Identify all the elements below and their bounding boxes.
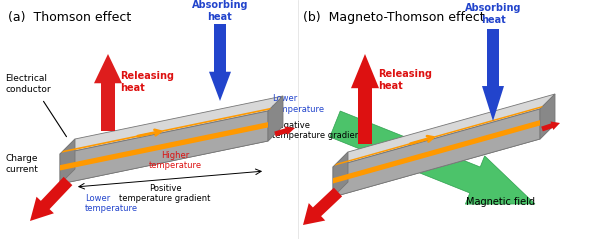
Polygon shape <box>333 120 540 184</box>
Polygon shape <box>333 152 348 197</box>
Text: Higher
temperature: Higher temperature <box>148 151 202 170</box>
Polygon shape <box>333 94 555 167</box>
Text: (a)  Thomson effect: (a) Thomson effect <box>8 11 131 24</box>
Polygon shape <box>61 108 271 153</box>
Polygon shape <box>540 94 555 139</box>
Text: Releasing
heat: Releasing heat <box>378 69 432 91</box>
Polygon shape <box>30 177 73 221</box>
Polygon shape <box>334 106 544 166</box>
Polygon shape <box>60 122 268 170</box>
Polygon shape <box>333 124 555 197</box>
Polygon shape <box>330 111 535 204</box>
Polygon shape <box>351 54 379 144</box>
Polygon shape <box>303 188 342 225</box>
Text: Positive
temperature gradient: Positive temperature gradient <box>119 184 211 203</box>
Text: (b)  Magneto-Thomson effect: (b) Magneto-Thomson effect <box>303 11 485 24</box>
Text: Electrical
conductor: Electrical conductor <box>5 74 50 94</box>
Text: Releasing
heat: Releasing heat <box>120 71 174 92</box>
Text: Charge
current: Charge current <box>5 154 38 174</box>
Polygon shape <box>60 96 283 154</box>
Text: Lower
temperature: Lower temperature <box>272 94 325 114</box>
Polygon shape <box>274 126 295 136</box>
Polygon shape <box>94 54 122 131</box>
Polygon shape <box>60 111 268 184</box>
Polygon shape <box>60 126 283 184</box>
Text: Negative
temperature gradient: Negative temperature gradient <box>272 121 364 140</box>
Text: Magnetic field: Magnetic field <box>466 197 535 207</box>
Polygon shape <box>60 139 75 184</box>
Polygon shape <box>541 121 560 131</box>
Text: Lower
temperature: Lower temperature <box>85 194 138 213</box>
Polygon shape <box>333 109 540 197</box>
Text: Absorbing
heat: Absorbing heat <box>465 3 521 25</box>
Polygon shape <box>268 96 283 141</box>
Polygon shape <box>482 29 504 121</box>
Polygon shape <box>209 24 231 101</box>
Text: Absorbing
heat: Absorbing heat <box>192 0 248 22</box>
